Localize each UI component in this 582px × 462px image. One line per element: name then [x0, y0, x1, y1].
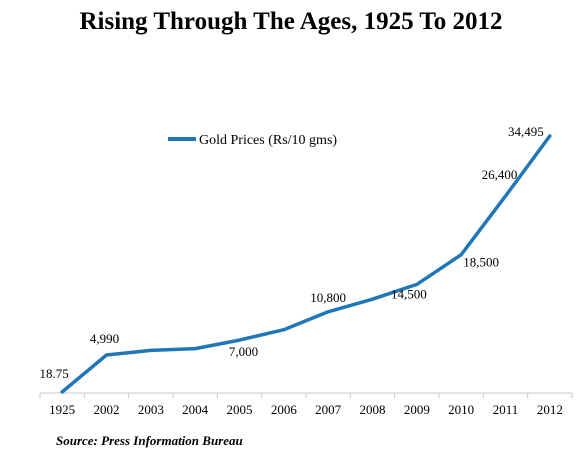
x-tick-label: 2004 [182, 402, 209, 417]
data-label: 4,990 [90, 331, 119, 346]
x-axis-tick-labels: 1925 2002 2003 2004 2005 2006 2007 2008 2009 2010… [49, 402, 563, 417]
x-tick-label: 2002 [94, 402, 120, 417]
x-tick-label: 2005 [227, 402, 253, 417]
series-line-gold-prices [60, 134, 552, 394]
x-tick-label: 2011 [493, 402, 519, 417]
data-label: 18.75 [40, 366, 69, 381]
x-tick-label: 2009 [404, 402, 430, 417]
x-tick-label: 2007 [315, 402, 342, 417]
data-label: 18,500 [463, 255, 499, 270]
data-label: 10,800 [310, 290, 346, 305]
x-tick-label: 2010 [448, 402, 474, 417]
data-label: 34,495 [508, 124, 544, 139]
data-label: 14,500 [391, 286, 427, 301]
chart-title: Rising Through The Ages, 1925 To 2012 [79, 8, 503, 35]
legend: Gold Prices (Rs/10 gms) [168, 133, 337, 148]
x-tick-label: 2008 [360, 402, 386, 417]
data-labels: 18.75 4,990 7,000 10,800 14,500 18,500 26,400 3… [40, 124, 544, 381]
x-tick-label: 2006 [271, 402, 298, 417]
legend-label: Gold Prices (Rs/10 gms) [199, 133, 337, 148]
x-tick-label: 1925 [49, 402, 75, 417]
x-axis-ticks [39, 393, 573, 398]
x-tick-label: 2012 [537, 402, 563, 417]
data-label: 26,400 [482, 167, 518, 182]
x-tick-label: 2003 [138, 402, 164, 417]
data-label: 7,000 [229, 344, 258, 359]
source-note: Source: Press Information Bureau [56, 433, 243, 448]
